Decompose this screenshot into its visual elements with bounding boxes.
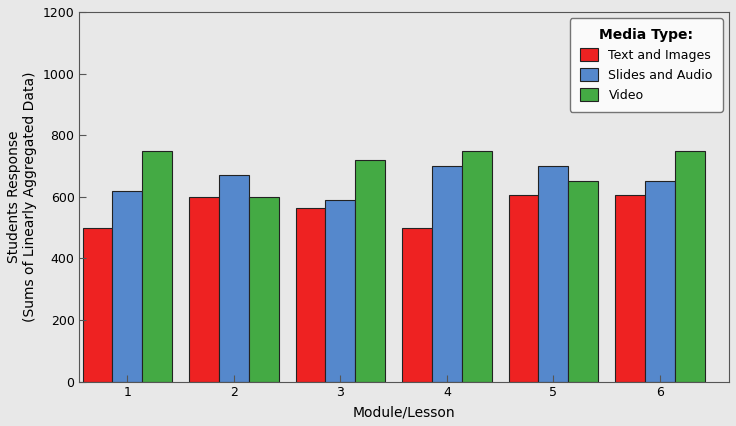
Bar: [249, 197, 279, 382]
Legend: Text and Images, Slides and Audio, Video: Text and Images, Slides and Audio, Video: [570, 18, 723, 112]
Bar: [189, 197, 219, 382]
Bar: [509, 195, 539, 382]
X-axis label: Module/Lesson: Module/Lesson: [353, 405, 456, 419]
Bar: [402, 227, 432, 382]
Bar: [142, 150, 172, 382]
Bar: [82, 227, 113, 382]
Bar: [296, 207, 325, 382]
Bar: [355, 160, 385, 382]
Y-axis label: Students Response
(Sums of Linearly Aggregated Data): Students Response (Sums of Linearly Aggr…: [7, 72, 37, 322]
Bar: [432, 166, 461, 382]
Bar: [461, 150, 492, 382]
Bar: [645, 181, 675, 382]
Bar: [113, 190, 142, 382]
Bar: [568, 181, 598, 382]
Bar: [539, 166, 568, 382]
Bar: [675, 150, 704, 382]
Bar: [325, 200, 355, 382]
Bar: [219, 175, 249, 382]
Bar: [615, 195, 645, 382]
